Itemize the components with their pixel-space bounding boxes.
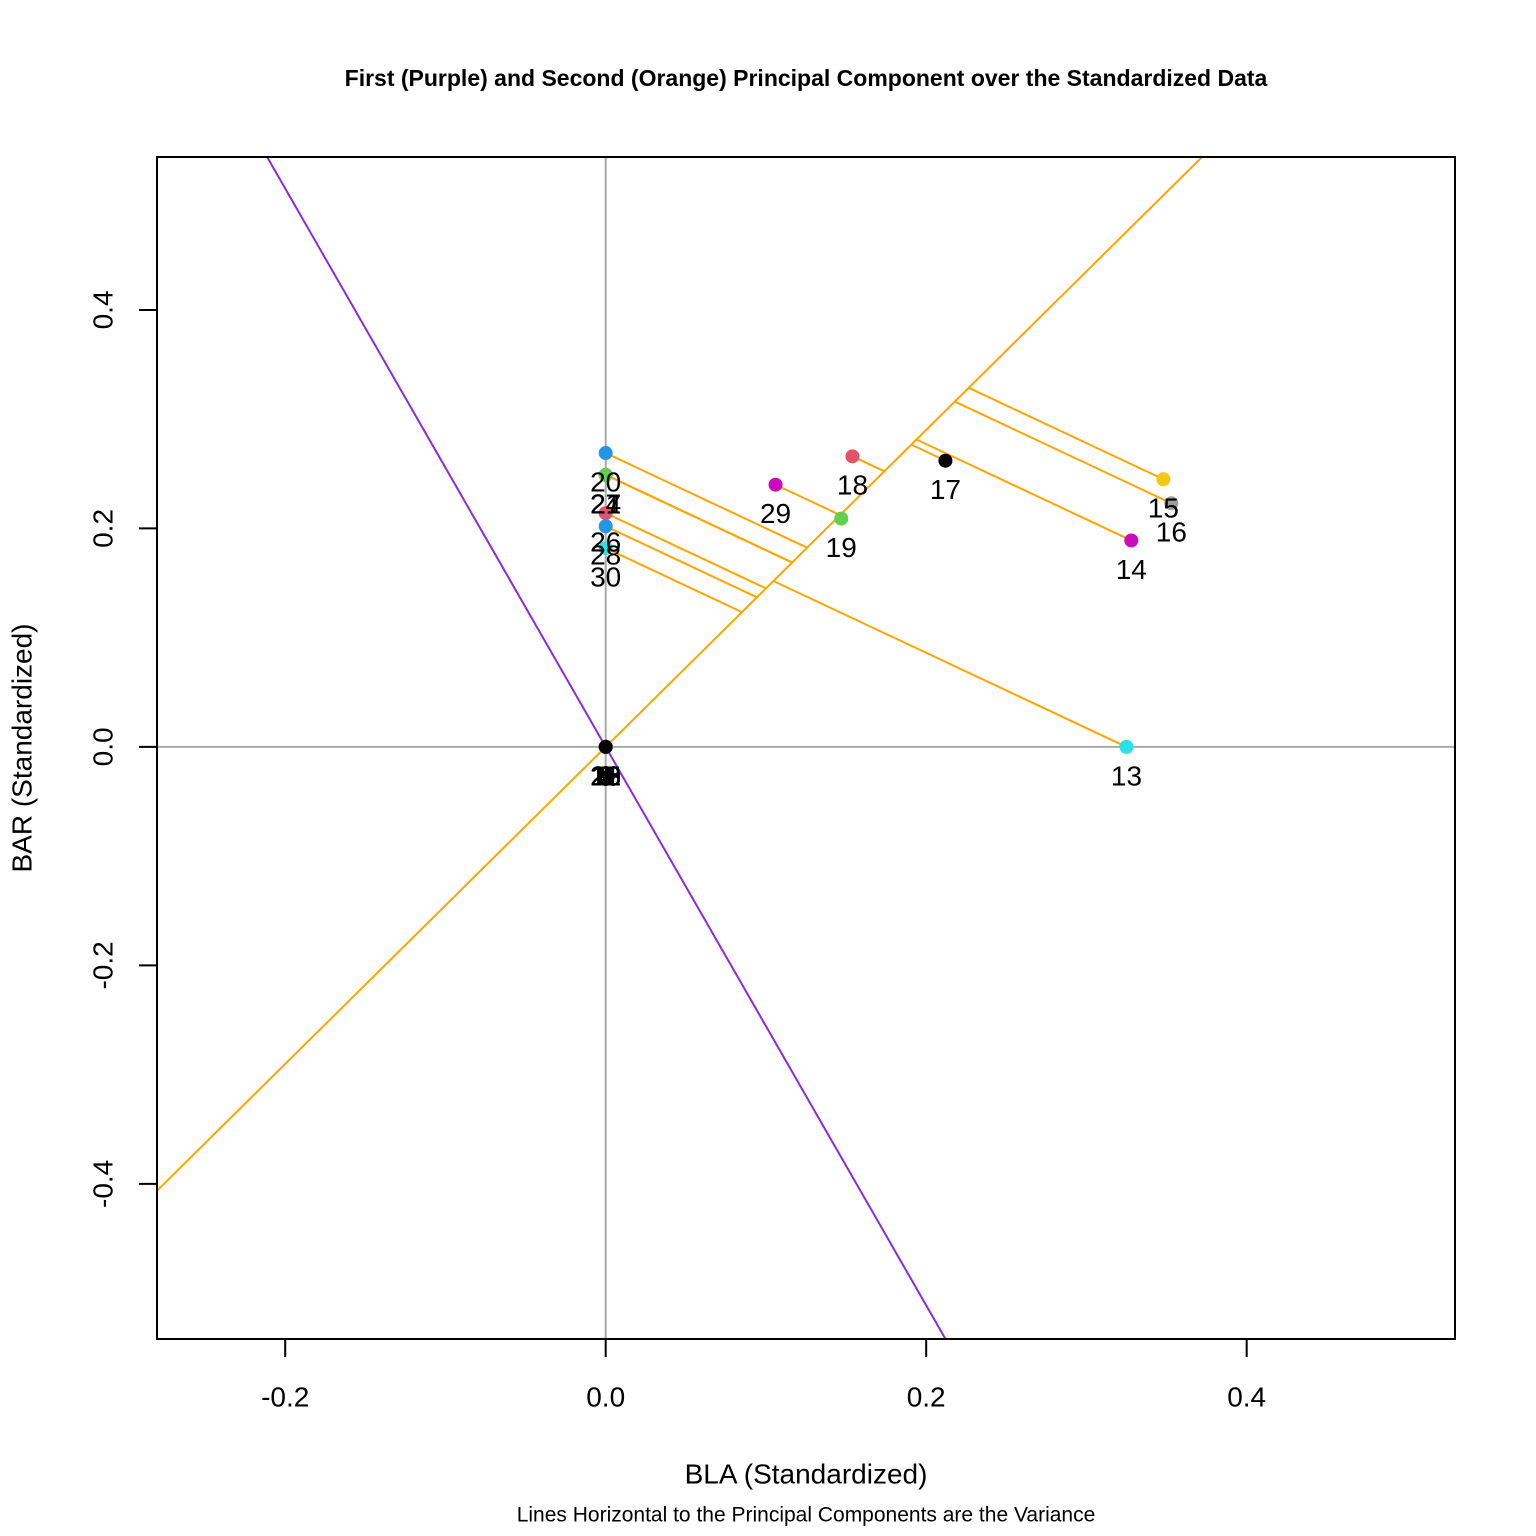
point-label: 10 [590, 760, 621, 791]
point-label: 28 [590, 540, 621, 571]
y-tick-label: 0.0 [87, 727, 118, 766]
x-tick-label: 0.2 [907, 1381, 946, 1412]
subtitle: Lines Horizontal to the Principal Compon… [517, 1504, 1096, 1527]
point [598, 506, 613, 521]
point-label: 29 [760, 498, 791, 529]
point-label: 14 [1116, 554, 1147, 585]
x-axis-title: BLA (Standardized) [685, 1458, 928, 1489]
point-label: 1 [598, 760, 614, 791]
y-axis-title: BAR (Standardized) [6, 623, 37, 872]
point [598, 467, 613, 482]
point-label: 15 [1148, 493, 1179, 524]
point [598, 541, 613, 556]
point-label: 16 [1156, 517, 1187, 548]
chart-title: First (Purple) and Second (Orange) Princ… [345, 65, 1268, 91]
point-label: 25 [590, 760, 621, 791]
point [1119, 739, 1134, 754]
projection-segment [605, 473, 793, 564]
point-label: 27 [590, 488, 621, 519]
point [598, 739, 613, 754]
y-tick-label: -0.2 [87, 941, 118, 989]
projection-segment [772, 580, 1127, 748]
projection-segment [968, 386, 1164, 481]
point [938, 453, 953, 468]
point [598, 519, 613, 534]
projection-segment [605, 512, 767, 590]
point [1164, 496, 1179, 511]
point-label: 17 [930, 474, 961, 505]
x-tick-label: 0.0 [586, 1381, 625, 1412]
point [845, 449, 860, 464]
point-label: 7 [598, 760, 614, 791]
point-label: 9 [598, 760, 614, 791]
projection-segment [605, 452, 808, 549]
point-label: 5 [598, 760, 614, 791]
projection-segment [916, 438, 1132, 542]
y-tick-label: 0.2 [87, 509, 118, 548]
point-label: 13 [1111, 760, 1142, 791]
point-label: 8 [598, 760, 614, 791]
projection-segment [605, 547, 743, 614]
point-label: 6 [598, 760, 614, 791]
point-label: 18 [837, 470, 868, 501]
x-tick-label: -0.2 [261, 1381, 309, 1412]
point-label: 2 [598, 760, 614, 791]
y-tick-label: -0.4 [87, 1160, 118, 1208]
point [834, 511, 849, 526]
y-tick-label: 0.4 [87, 290, 118, 329]
point-label: 19 [826, 532, 857, 563]
point-label: 21 [590, 488, 621, 519]
point-label: 11 [591, 760, 620, 791]
point-label: 23 [590, 760, 621, 791]
plot-frame [156, 156, 1456, 1340]
point-label: 20 [590, 466, 621, 497]
x-tick-label: 0.4 [1227, 1381, 1266, 1412]
point [768, 477, 783, 492]
point [1124, 533, 1139, 548]
point-label: 3 [598, 760, 614, 791]
point [598, 446, 613, 461]
point-label: 4 [598, 760, 614, 791]
point-label: 30 [590, 561, 621, 592]
point-label: 26 [590, 527, 621, 558]
projection-segment [605, 525, 758, 599]
point-label: 24 [590, 488, 621, 519]
point-label: 22 [590, 760, 621, 791]
projection-segment [775, 483, 841, 516]
point [1156, 472, 1171, 487]
projection-segment [954, 400, 1172, 505]
point-label: 12 [590, 760, 621, 791]
